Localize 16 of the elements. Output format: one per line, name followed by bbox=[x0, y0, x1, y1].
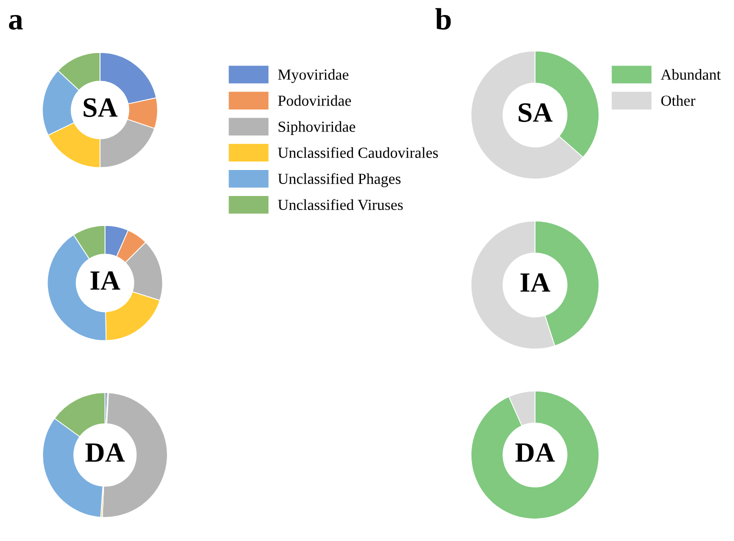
legend-label: Other bbox=[661, 95, 696, 106]
text: SA bbox=[518, 103, 553, 122]
text: a bbox=[8, 15, 23, 30]
text: DA bbox=[515, 443, 555, 462]
legend-label: Unclassified Phages bbox=[278, 173, 401, 188]
legend-label: Myoviridae bbox=[278, 69, 348, 83]
legend-label: Siphoviridae bbox=[278, 121, 356, 136]
text: IA bbox=[90, 271, 120, 290]
text: b bbox=[435, 8, 451, 30]
text: SA bbox=[84, 98, 118, 117]
legend-label: Podoviridae bbox=[278, 95, 351, 106]
legend-label: Unclassified Viruses bbox=[278, 199, 403, 210]
legend-label: Abundant bbox=[660, 69, 721, 80]
text: IA bbox=[520, 273, 550, 292]
legend-label: Unclassified Caudovirales bbox=[278, 147, 438, 158]
text: DA bbox=[85, 443, 125, 462]
